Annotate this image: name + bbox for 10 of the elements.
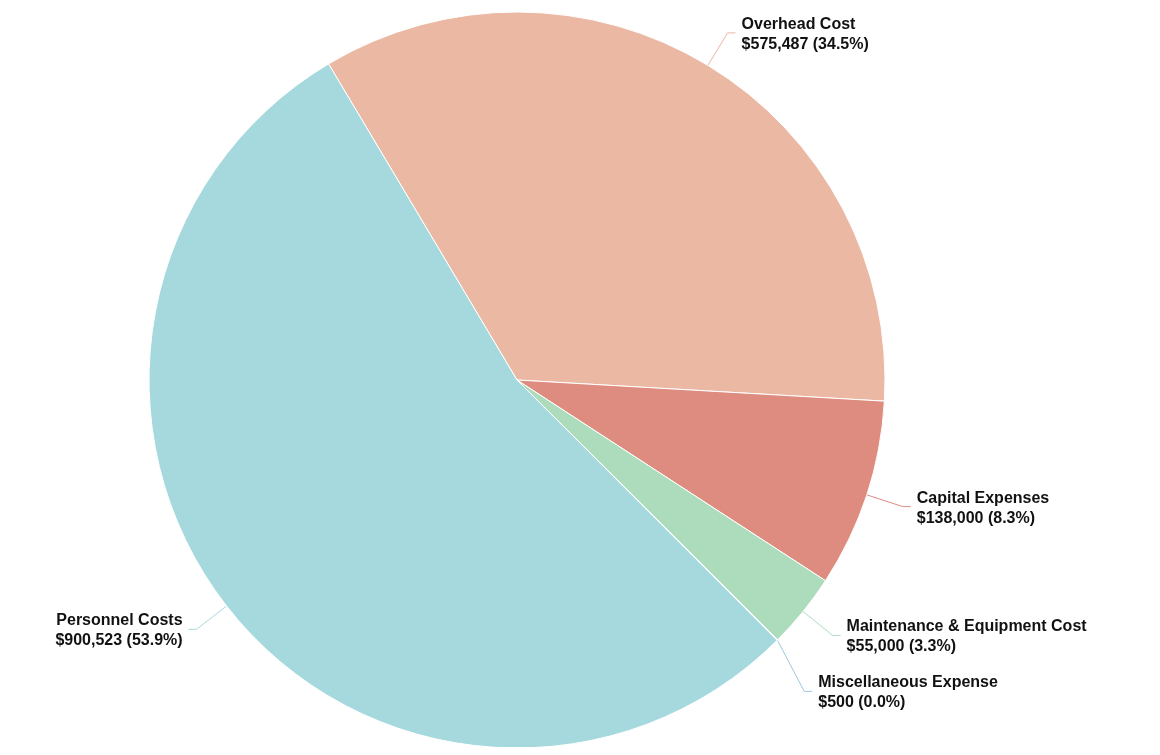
slice-label: Maintenance & Equipment Cost <box>846 617 1088 635</box>
slice-label: Capital Expenses <box>916 488 1050 506</box>
slice-label: Personnel Costs <box>56 611 183 629</box>
data-label: $900,523 (53.9%) <box>55 631 183 649</box>
data-label: $500 (0.0%) <box>818 693 906 711</box>
slice-label: Overhead Cost <box>741 14 857 32</box>
data-label: $55,000 (3.3%) <box>846 637 957 655</box>
data-label: $138,000 (8.3%) <box>916 508 1036 526</box>
data-label: $575,487 (34.5%) <box>741 34 869 52</box>
slice-label: Miscellaneous Expense <box>818 673 998 691</box>
